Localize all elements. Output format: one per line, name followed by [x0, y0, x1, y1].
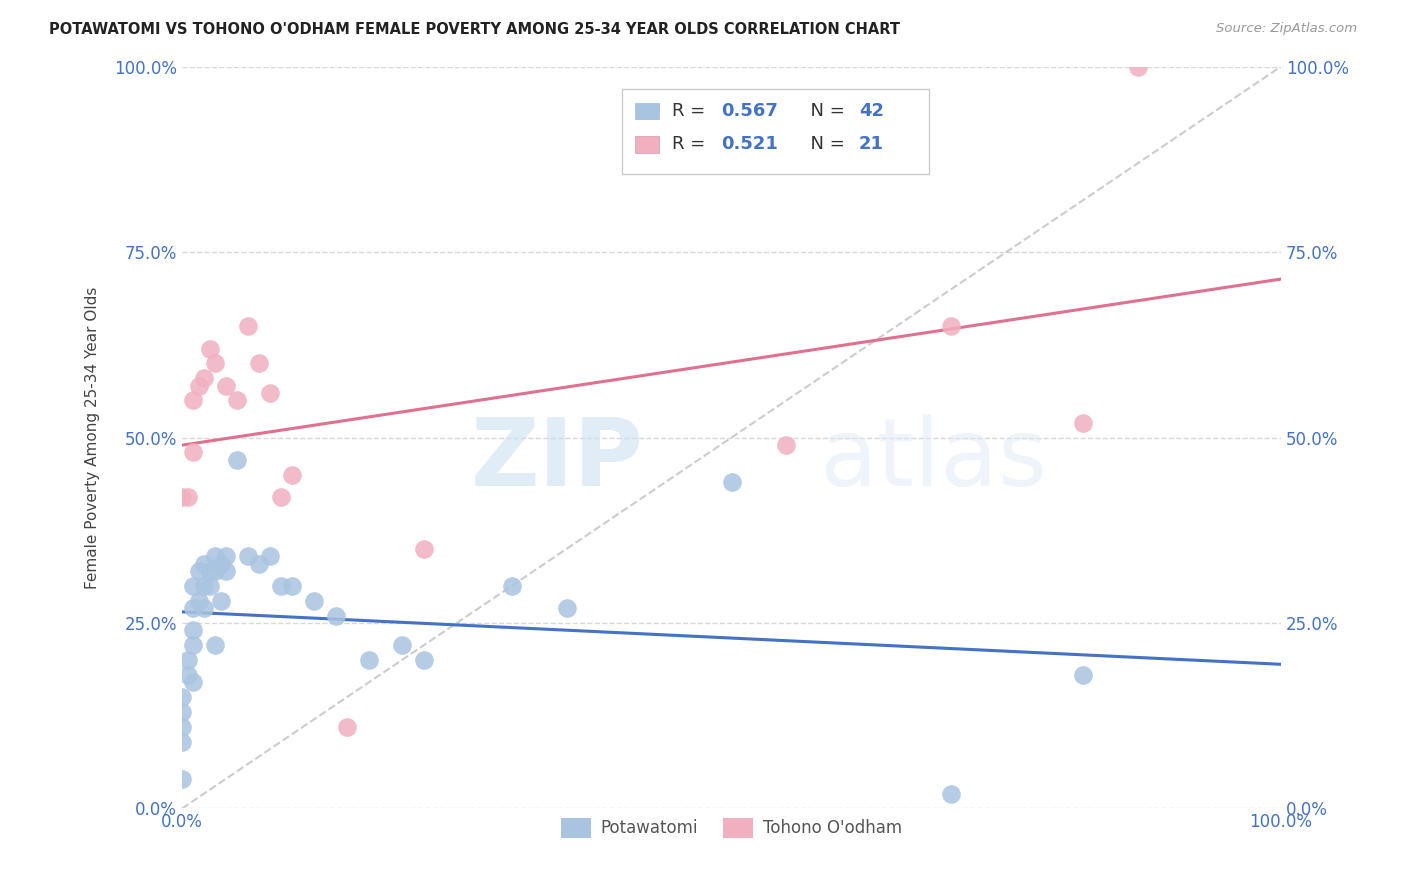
Point: [204, 356, 226, 370]
Point: [176, 490, 198, 504]
Point: [270, 579, 292, 593]
Point: [193, 557, 215, 571]
Point: [501, 579, 523, 593]
Point: [170, 490, 193, 504]
Point: [1126, 60, 1149, 74]
Point: [198, 564, 221, 578]
Point: [302, 593, 325, 607]
Point: [215, 549, 238, 564]
Point: [187, 564, 209, 578]
Point: [176, 653, 198, 667]
Point: [1071, 416, 1094, 430]
FancyBboxPatch shape: [634, 136, 659, 153]
Point: [1071, 668, 1094, 682]
Point: [181, 675, 204, 690]
Point: [259, 386, 281, 401]
Point: [204, 564, 226, 578]
Point: [247, 356, 270, 370]
Point: [187, 593, 209, 607]
Point: [170, 734, 193, 748]
Point: [181, 393, 204, 408]
Point: [170, 690, 193, 705]
Y-axis label: Female Poverty Among 25-34 Year Olds: Female Poverty Among 25-34 Year Olds: [86, 286, 100, 589]
Text: 21: 21: [859, 136, 884, 153]
Point: [555, 601, 578, 615]
Point: [941, 319, 963, 334]
Point: [215, 564, 238, 578]
Text: 0.567: 0.567: [721, 102, 779, 120]
Point: [226, 393, 249, 408]
Point: [193, 601, 215, 615]
Point: [198, 579, 221, 593]
Text: N =: N =: [799, 102, 851, 120]
Point: [198, 342, 221, 356]
Point: [176, 668, 198, 682]
Point: [209, 593, 232, 607]
Text: atlas: atlas: [820, 414, 1047, 506]
Text: Source: ZipAtlas.com: Source: ZipAtlas.com: [1216, 22, 1357, 36]
Point: [336, 720, 359, 734]
Point: [391, 638, 413, 652]
Point: [247, 557, 270, 571]
Legend: Potawatomi, Tohono O'odham: Potawatomi, Tohono O'odham: [554, 811, 910, 845]
Text: ZIP: ZIP: [471, 414, 644, 506]
Point: [193, 371, 215, 385]
Point: [204, 638, 226, 652]
Point: [170, 705, 193, 719]
Text: POTAWATOMI VS TOHONO O'ODHAM FEMALE POVERTY AMONG 25-34 YEAR OLDS CORRELATION CH: POTAWATOMI VS TOHONO O'ODHAM FEMALE POVE…: [49, 22, 900, 37]
Point: [181, 445, 204, 459]
Text: 0.521: 0.521: [721, 136, 779, 153]
Point: [187, 378, 209, 392]
Point: [259, 549, 281, 564]
FancyBboxPatch shape: [634, 103, 659, 120]
Point: [236, 549, 259, 564]
Point: [325, 608, 347, 623]
Point: [236, 319, 259, 334]
Point: [941, 787, 963, 801]
Point: [170, 772, 193, 786]
Point: [281, 467, 304, 482]
Point: [204, 549, 226, 564]
Text: 42: 42: [859, 102, 884, 120]
Text: R =: R =: [672, 102, 711, 120]
Text: R =: R =: [672, 136, 711, 153]
Point: [215, 378, 238, 392]
Point: [357, 653, 380, 667]
Point: [281, 579, 304, 593]
Point: [181, 579, 204, 593]
Point: [775, 438, 797, 452]
Point: [170, 720, 193, 734]
Point: [720, 475, 742, 489]
FancyBboxPatch shape: [621, 89, 929, 174]
Point: [412, 653, 434, 667]
Point: [181, 601, 204, 615]
Point: [270, 490, 292, 504]
Point: [226, 452, 249, 467]
Point: [412, 541, 434, 556]
Point: [181, 638, 204, 652]
Text: N =: N =: [799, 136, 851, 153]
Point: [181, 624, 204, 638]
Point: [209, 557, 232, 571]
Point: [193, 579, 215, 593]
